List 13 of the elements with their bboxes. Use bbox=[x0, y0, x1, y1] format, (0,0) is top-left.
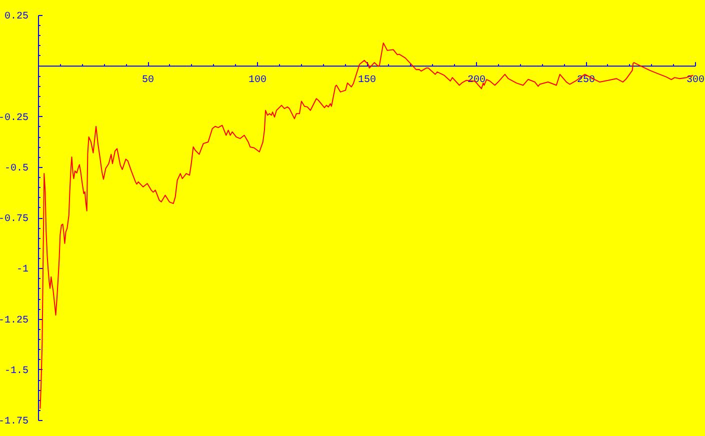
x-tick-label: 300 bbox=[686, 75, 705, 86]
y-tick-label: -1.25 bbox=[0, 315, 28, 326]
y-tick-label: 0.25 bbox=[4, 12, 28, 22]
x-tick-label: 100 bbox=[248, 75, 267, 86]
y-tick-label: -0.75 bbox=[0, 214, 28, 225]
y-tick-label: -1.75 bbox=[0, 416, 28, 428]
y-tick-label: -0.25 bbox=[0, 112, 28, 124]
y-tick-label: -1 bbox=[16, 264, 28, 276]
x-tick-label: 150 bbox=[358, 75, 376, 86]
x-tick-label: 200 bbox=[467, 75, 486, 86]
y-tick-label: -0.5 bbox=[4, 163, 28, 174]
y-tick-label: -1.5 bbox=[4, 366, 28, 377]
x-tick-label: 50 bbox=[142, 75, 154, 86]
